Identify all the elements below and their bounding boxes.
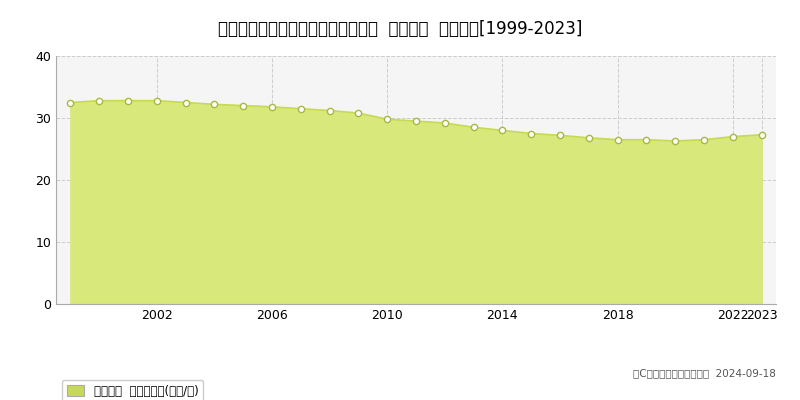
Text: 島根県松江市学園南１丁目３８２番  公示地価  地価推移[1999-2023]: 島根県松江市学園南１丁目３８２番 公示地価 地価推移[1999-2023]: [218, 20, 582, 38]
Legend: 公示地価  平均坪単価(万円/坪): 公示地価 平均坪単価(万円/坪): [62, 380, 203, 400]
Text: （C）土地価格ドットコム  2024-09-18: （C）土地価格ドットコム 2024-09-18: [633, 368, 776, 378]
